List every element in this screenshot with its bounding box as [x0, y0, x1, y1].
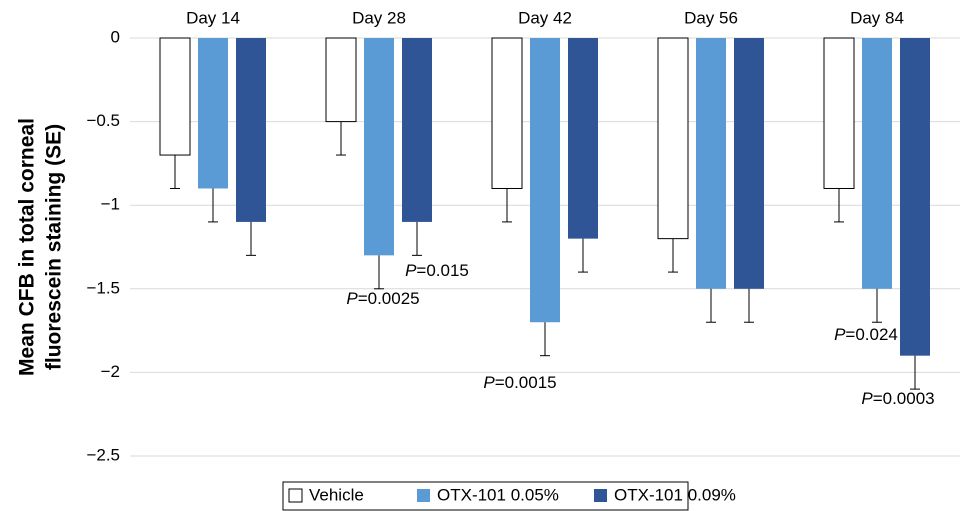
- p-value: =0.0025: [358, 289, 420, 308]
- category-label: Day 28: [352, 8, 406, 27]
- p-symbol: P: [861, 389, 873, 408]
- legend-frame: [282, 481, 689, 511]
- p-value-annotation: P=0.0003: [861, 389, 934, 408]
- legend-label: OTX-101 0.05%: [437, 485, 559, 504]
- y-tick-label: 0: [111, 27, 120, 46]
- y-tick-label: −1: [101, 195, 120, 214]
- bar: [530, 38, 560, 323]
- y-tick-label: −1.5: [86, 278, 120, 297]
- p-value: =0.0015: [495, 373, 557, 392]
- p-value: =0.024: [845, 325, 897, 344]
- bar: [734, 38, 764, 289]
- p-value-annotation: P=0.024: [834, 325, 898, 344]
- bar: [696, 38, 726, 289]
- y-tick-label: −2.5: [86, 445, 120, 464]
- p-value-annotation: P=0.0015: [483, 373, 556, 392]
- legend-swatch: [594, 489, 607, 502]
- bar: [568, 38, 598, 239]
- p-symbol: P: [346, 289, 358, 308]
- p-value-annotation: P=0.015: [405, 261, 469, 280]
- category-label: Day 56: [684, 8, 738, 27]
- category-label: Day 14: [186, 8, 240, 27]
- category-label: Day 84: [850, 8, 904, 27]
- p-symbol: P: [483, 373, 495, 392]
- bar: [159, 37, 191, 156]
- p-value: =0.015: [416, 261, 468, 280]
- bar: [198, 38, 228, 189]
- bar: [325, 37, 357, 123]
- p-symbol: P: [405, 261, 417, 280]
- y-axis-title-line: fluorescein staining (SE): [43, 124, 66, 370]
- category-label: Day 42: [518, 8, 572, 27]
- y-tick-label: −0.5: [86, 111, 120, 130]
- legend-label: Vehicle: [309, 485, 364, 504]
- bar: [236, 38, 266, 222]
- y-tick-label: −2: [101, 362, 120, 381]
- bar: [823, 37, 855, 189]
- p-symbol: P: [834, 325, 846, 344]
- p-value: =0.0003: [873, 389, 935, 408]
- bar: [402, 38, 432, 222]
- legend-label: OTX-101 0.09%: [614, 485, 736, 504]
- legend-swatch: [288, 488, 303, 503]
- legend-swatch: [417, 489, 430, 502]
- bar: [657, 37, 689, 240]
- bar: [491, 37, 523, 189]
- bar: [364, 38, 394, 256]
- p-value-annotation: P=0.0025: [346, 289, 419, 308]
- y-axis-title: Mean CFB in total corneal fluorescein st…: [16, 118, 66, 376]
- bar: [862, 38, 892, 289]
- legend: Vehicle OTX-101 0.05% OTX-101 0.09%: [282, 481, 736, 511]
- y-axis-title-line: Mean CFB in total corneal: [16, 118, 39, 376]
- bar: [900, 38, 930, 356]
